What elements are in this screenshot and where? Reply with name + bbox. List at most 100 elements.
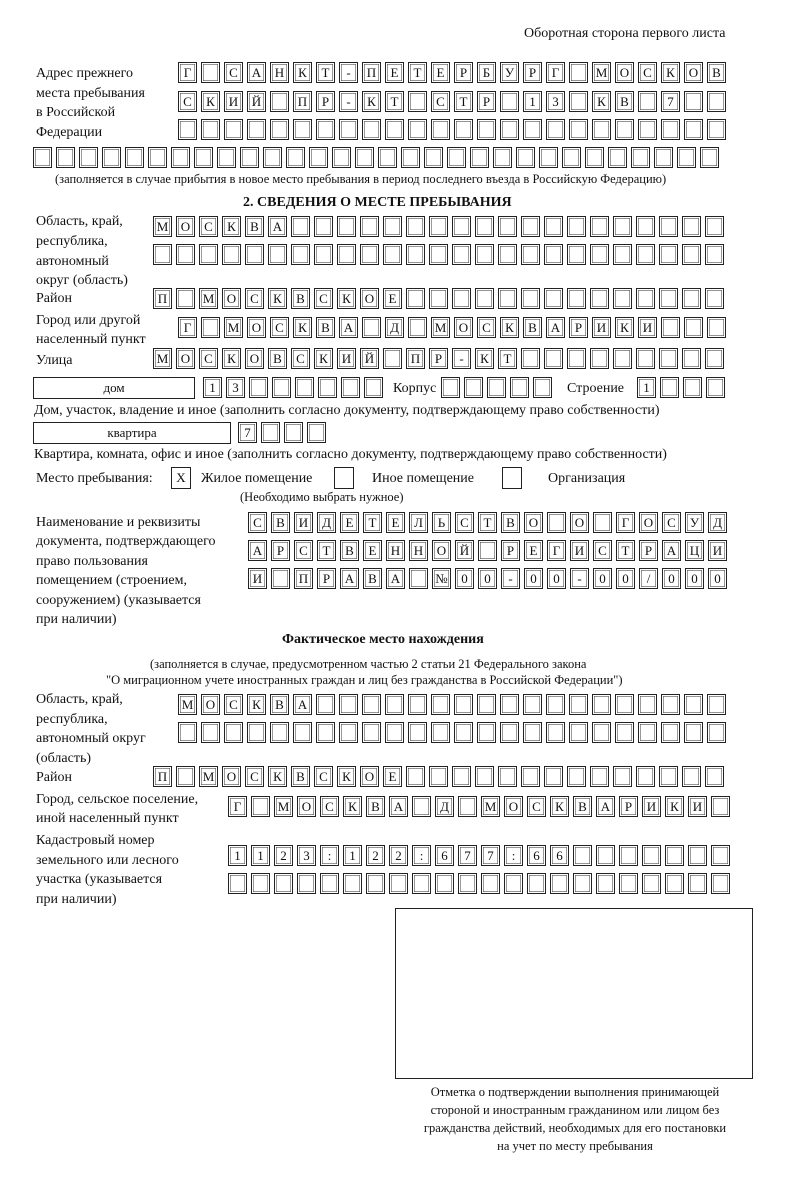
char-cell[interactable] bbox=[247, 119, 266, 140]
char-cell[interactable] bbox=[360, 244, 379, 265]
char-cell[interactable]: И bbox=[248, 568, 267, 589]
char-cell[interactable]: О bbox=[454, 317, 473, 338]
char-cell[interactable] bbox=[569, 62, 588, 83]
char-cell[interactable]: Е bbox=[386, 512, 405, 533]
char-cell[interactable] bbox=[270, 722, 289, 743]
char-cell[interactable]: Д bbox=[317, 512, 336, 533]
char-cell[interactable] bbox=[355, 147, 374, 168]
char-cell[interactable]: М bbox=[178, 694, 197, 715]
char-cell[interactable]: О bbox=[176, 216, 195, 237]
char-cell[interactable] bbox=[613, 288, 632, 309]
char-cell[interactable] bbox=[707, 91, 726, 112]
char-cell[interactable] bbox=[705, 244, 724, 265]
char-cell[interactable] bbox=[642, 845, 661, 866]
char-cell[interactable] bbox=[452, 288, 471, 309]
char-cell[interactable]: И bbox=[294, 512, 313, 533]
char-cell[interactable] bbox=[408, 317, 427, 338]
char-cell[interactable]: С bbox=[294, 540, 313, 561]
char-cell[interactable]: П bbox=[362, 62, 381, 83]
char-cell[interactable]: А bbox=[247, 62, 266, 83]
char-cell[interactable]: Р bbox=[271, 540, 290, 561]
char-cell[interactable] bbox=[585, 147, 604, 168]
char-cell[interactable] bbox=[385, 694, 404, 715]
char-cell[interactable]: А bbox=[293, 694, 312, 715]
char-cell[interactable]: К bbox=[661, 62, 680, 83]
char-cell[interactable] bbox=[332, 147, 351, 168]
char-cell[interactable] bbox=[464, 377, 483, 398]
char-cell[interactable] bbox=[636, 766, 655, 787]
char-cell[interactable]: М bbox=[431, 317, 450, 338]
char-cell[interactable] bbox=[406, 288, 425, 309]
char-cell[interactable]: 0 bbox=[662, 568, 681, 589]
char-cell[interactable] bbox=[593, 512, 612, 533]
char-cell[interactable] bbox=[339, 694, 358, 715]
char-cell[interactable] bbox=[659, 244, 678, 265]
char-cell[interactable] bbox=[286, 147, 305, 168]
char-cell[interactable]: С bbox=[638, 62, 657, 83]
char-cell[interactable]: К bbox=[615, 317, 634, 338]
char-cell[interactable] bbox=[435, 873, 454, 894]
char-cell[interactable] bbox=[458, 873, 477, 894]
char-cell[interactable] bbox=[636, 288, 655, 309]
char-cell[interactable] bbox=[521, 348, 540, 369]
char-cell[interactable] bbox=[429, 288, 448, 309]
char-cell[interactable]: К bbox=[222, 348, 241, 369]
char-cell[interactable] bbox=[362, 317, 381, 338]
char-cell[interactable] bbox=[366, 873, 385, 894]
char-cell[interactable] bbox=[613, 766, 632, 787]
char-cell[interactable]: - bbox=[501, 568, 520, 589]
char-cell[interactable]: Н bbox=[386, 540, 405, 561]
char-cell[interactable] bbox=[385, 722, 404, 743]
char-cell[interactable] bbox=[33, 147, 52, 168]
char-cell[interactable]: : bbox=[320, 845, 339, 866]
char-cell[interactable] bbox=[550, 873, 569, 894]
apt-row[interactable]: 7 bbox=[238, 422, 326, 443]
char-cell[interactable] bbox=[297, 873, 316, 894]
char-cell[interactable] bbox=[475, 766, 494, 787]
char-cell[interactable]: В bbox=[270, 694, 289, 715]
char-cell[interactable] bbox=[251, 796, 270, 817]
char-cell[interactable] bbox=[638, 119, 657, 140]
char-cell[interactable] bbox=[569, 722, 588, 743]
char-cell[interactable] bbox=[521, 288, 540, 309]
char-cell[interactable]: О bbox=[639, 512, 658, 533]
char-cell[interactable] bbox=[316, 119, 335, 140]
char-cell[interactable]: Р bbox=[317, 568, 336, 589]
char-cell[interactable] bbox=[454, 722, 473, 743]
char-cell[interactable] bbox=[523, 119, 542, 140]
char-cell[interactable] bbox=[389, 873, 408, 894]
char-cell[interactable] bbox=[247, 722, 266, 743]
char-cell[interactable] bbox=[477, 722, 496, 743]
char-cell[interactable]: О bbox=[504, 796, 523, 817]
char-cell[interactable]: 0 bbox=[547, 568, 566, 589]
char-cell[interactable]: 0 bbox=[455, 568, 474, 589]
char-cell[interactable]: 3 bbox=[546, 91, 565, 112]
char-cell[interactable] bbox=[684, 722, 703, 743]
char-cell[interactable]: К bbox=[475, 348, 494, 369]
char-cell[interactable]: С bbox=[431, 91, 450, 112]
prev-address-row-3[interactable] bbox=[178, 119, 726, 140]
char-cell[interactable]: А bbox=[662, 540, 681, 561]
char-cell[interactable]: 7 bbox=[661, 91, 680, 112]
char-cell[interactable] bbox=[711, 873, 730, 894]
char-cell[interactable]: Г bbox=[178, 317, 197, 338]
char-cell[interactable] bbox=[406, 766, 425, 787]
char-cell[interactable] bbox=[619, 845, 638, 866]
char-cell[interactable]: В bbox=[268, 348, 287, 369]
char-cell[interactable]: 0 bbox=[593, 568, 612, 589]
char-cell[interactable]: П bbox=[293, 91, 312, 112]
char-cell[interactable]: В bbox=[291, 288, 310, 309]
char-cell[interactable] bbox=[452, 766, 471, 787]
char-cell[interactable] bbox=[339, 119, 358, 140]
char-cell[interactable] bbox=[314, 216, 333, 237]
char-cell[interactable] bbox=[263, 147, 282, 168]
char-cell[interactable] bbox=[661, 694, 680, 715]
char-cell[interactable]: 0 bbox=[685, 568, 704, 589]
char-cell[interactable] bbox=[590, 288, 609, 309]
